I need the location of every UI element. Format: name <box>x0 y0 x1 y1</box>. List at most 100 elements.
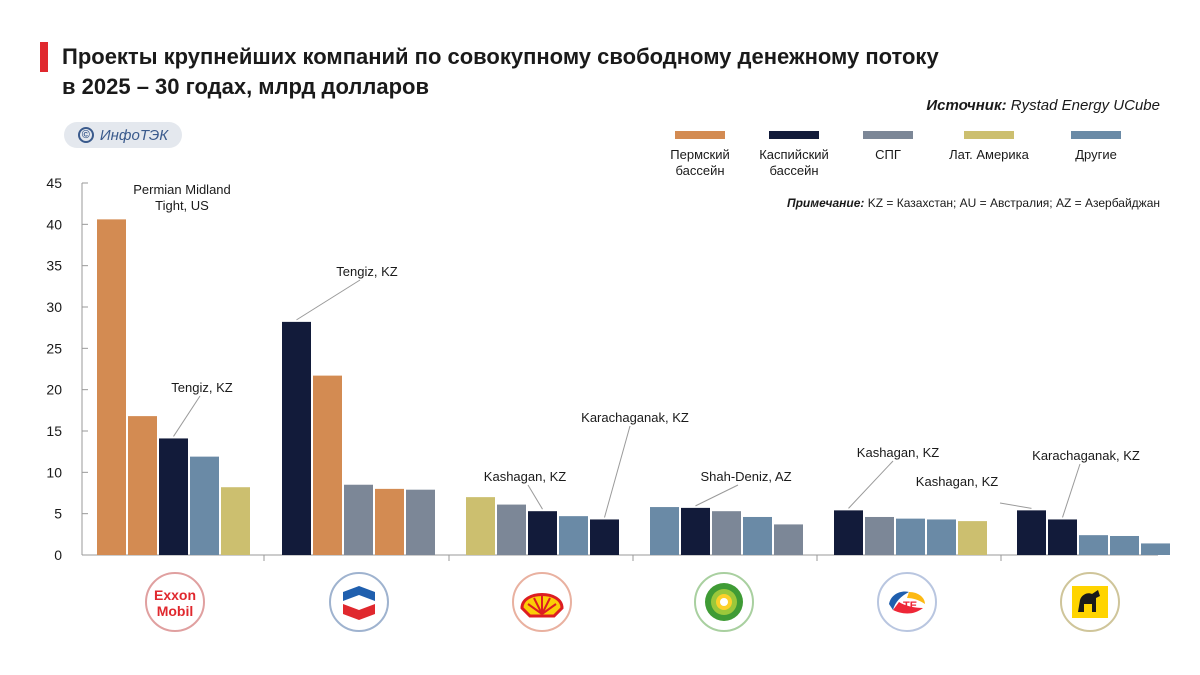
exxonmobil-logo-mark: Exxon Mobil <box>154 587 196 619</box>
annotation-label: Karachaganak, KZ <box>581 410 689 425</box>
y-tick-label: 30 <box>46 299 62 315</box>
chart-note: Примечание: KZ = Казахстан; AU = Австрал… <box>787 196 1160 210</box>
annotation-leader-line <box>999 502 1032 509</box>
annotation-label: Karachaganak, KZ <box>1032 448 1140 463</box>
annotation-label: Shah-Deniz, AZ <box>700 469 791 484</box>
legend-label-permian: Пермский бассейн <box>670 147 730 178</box>
bar-eni-4 <box>1141 543 1170 555</box>
eni-dog-mark <box>1072 586 1108 618</box>
svg-text:Mobil: Mobil <box>157 603 194 619</box>
bar-totalenergies-3 <box>927 519 956 555</box>
title-accent-bar <box>40 42 48 72</box>
bar-eni-3 <box>1110 535 1139 555</box>
bar-exxonmobil-0 <box>97 219 126 555</box>
chart-title: Проекты крупнейших компаний по совокупно… <box>62 42 939 102</box>
legend-label-caspian: Каспийский бассейн <box>759 147 829 178</box>
legend-swatch-lng <box>863 131 913 139</box>
annotation-leader-line <box>1062 463 1081 518</box>
bar-totalenergies-0 <box>834 510 863 555</box>
legend-swatch-permian <box>675 131 725 139</box>
chart-title-line-2: в 2025 – 30 годах, млрд долларов <box>62 74 429 99</box>
legend-item-caspian: Каспийский бассейн <box>754 131 834 179</box>
bar-shell-2 <box>528 511 557 555</box>
bar-shell-0 <box>466 497 495 555</box>
shell-logo-icon <box>512 572 572 632</box>
legend-label-lng: СПГ <box>875 147 901 162</box>
bar-eni-0 <box>1017 510 1046 555</box>
legend-item-latam: Лат. Америка <box>934 131 1044 163</box>
legend-item-lng: СПГ <box>848 131 928 163</box>
totalenergies-logo-mark: TE <box>889 591 925 614</box>
bar-bp-4 <box>774 524 803 555</box>
source-note: Источник: Rystad Energy UCube <box>926 97 1160 114</box>
eni-dog-icon <box>1060 572 1120 632</box>
bar-bp-1 <box>681 507 710 555</box>
shell-logo-mark <box>520 593 564 618</box>
bar-exxonmobil-3 <box>190 456 219 555</box>
bar-chevron-4 <box>406 489 435 555</box>
annotation-leader-line <box>604 425 631 518</box>
source-value: Rystad Energy UCube <box>1010 97 1160 114</box>
svg-text:Exxon: Exxon <box>154 587 196 603</box>
annotation-label: Tengiz, KZ <box>171 380 232 395</box>
y-tick-label: 5 <box>54 506 62 522</box>
bp-helios-mark <box>705 583 743 621</box>
annotation-label: Tengiz, KZ <box>336 264 397 279</box>
legend-item-permian: Пермский бассейн <box>660 131 740 179</box>
bar-shell-1 <box>497 504 526 555</box>
bar-chevron-0 <box>282 321 311 555</box>
bar-chevron-2 <box>344 484 373 555</box>
note-value: KZ = Казахстан; AU = Австралия; AZ = Азе… <box>867 196 1160 210</box>
bar-exxonmobil-4 <box>221 487 250 555</box>
chevron-logo-icon <box>329 572 389 632</box>
chart-title-line-1: Проекты крупнейших компаний по совокупно… <box>62 44 939 69</box>
y-tick-label: 45 <box>46 175 62 191</box>
legend-swatch-caspian <box>769 131 819 139</box>
svg-text:TE: TE <box>903 600 917 612</box>
bar-bp-3 <box>743 516 772 555</box>
bar-chevron-1 <box>313 375 342 555</box>
legend-label-latam: Лат. Америка <box>949 147 1029 162</box>
legend-label-other: Другие <box>1075 147 1117 162</box>
brand-badge: © ИнфоТЭК <box>64 122 182 148</box>
annotation-label: Kashagan, KZ <box>916 474 998 489</box>
bar-bp-2 <box>712 511 741 555</box>
y-tick-label: 10 <box>46 464 62 480</box>
bar-bp-0 <box>650 507 679 555</box>
source-label: Источник: <box>926 97 1007 114</box>
exxonmobil-logo-icon: Exxon Mobil <box>145 572 205 632</box>
annotation-leader-line <box>695 484 739 507</box>
legend-item-other: Другие <box>1056 131 1136 163</box>
annotation-leader-line <box>527 484 543 510</box>
annotation-label: Kashagan, KZ <box>857 445 939 460</box>
bar-exxonmobil-1 <box>128 416 157 555</box>
bar-totalenergies-2 <box>896 518 925 555</box>
bar-totalenergies-1 <box>865 516 894 555</box>
y-tick-label: 20 <box>46 382 62 398</box>
y-tick-label: 35 <box>46 258 62 274</box>
totalenergies-logo-icon: TE <box>877 572 937 632</box>
legend-swatch-latam <box>964 131 1014 139</box>
chevron-logo-mark <box>343 586 375 620</box>
y-tick-label: 0 <box>54 547 62 563</box>
annotation-leader-line <box>296 279 361 321</box>
bar-shell-4 <box>590 519 619 555</box>
note-label: Примечание: <box>786 196 865 210</box>
bar-totalenergies-4 <box>958 521 987 555</box>
bar-chevron-3 <box>375 488 404 555</box>
annotation-leader-line <box>173 395 201 437</box>
bp-helios-icon <box>694 572 754 632</box>
y-tick-label: 40 <box>46 216 62 232</box>
annotation-leader-line <box>848 460 894 509</box>
y-tick-label: 25 <box>46 340 62 356</box>
brand-name: ИнфоТЭК <box>99 126 169 144</box>
bar-eni-1 <box>1048 519 1077 555</box>
bar-shell-3 <box>559 516 588 555</box>
legend-swatch-other <box>1071 131 1121 139</box>
bar-eni-2 <box>1079 535 1108 555</box>
annotation-label: Permian Midland Tight, US <box>133 182 231 213</box>
bar-exxonmobil-2 <box>159 438 188 555</box>
y-tick-label: 15 <box>46 423 62 439</box>
annotation-label: Kashagan, KZ <box>484 469 566 484</box>
